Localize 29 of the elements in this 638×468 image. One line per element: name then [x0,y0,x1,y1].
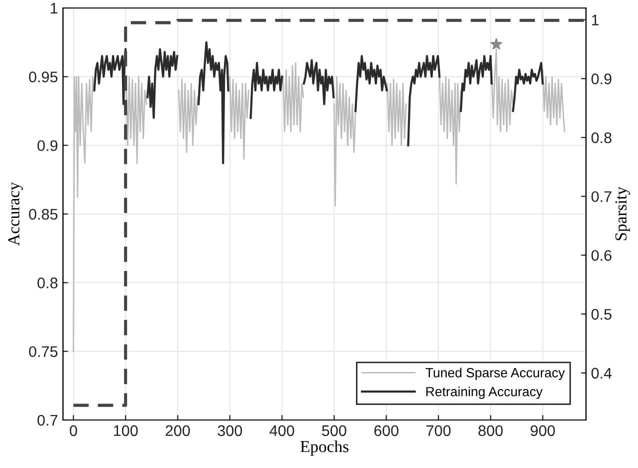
x-tick-label: 0 [70,425,78,436]
x-tick-label: 900 [530,425,555,436]
y2-tick-label: 0.6 [591,250,612,261]
y2-tick-label: 0.9 [591,73,612,84]
x-tick-label: 700 [426,425,451,436]
y-tick-label: 1 [50,3,58,14]
x-tick-label: 600 [374,425,398,436]
y2-tick-label: 0.4 [591,368,612,379]
y2-axis-title: Sparsity [615,186,630,240]
y-tick-label: 0.7 [38,414,58,426]
y-tick-label: 0.85 [29,208,58,220]
legend-label: Tuned Sparse Accuracy [426,368,565,380]
x-tick-label: 200 [166,425,190,436]
y-tick-label: 0.95 [29,72,58,82]
x-tick-label: 100 [114,425,138,436]
x-tick-label: 500 [322,425,346,436]
y2-tick-label: 0.8 [591,132,612,144]
y-tick-label: 0.75 [29,346,58,358]
x-tick-label: 300 [218,425,242,436]
y2-tick-label: 0.5 [591,308,612,320]
legend-label: Retraining Accuracy [426,386,543,399]
y-axis-title: Accuracy [8,182,23,246]
x-tick-label: 800 [478,425,503,436]
y2-tick-label: 1 [592,14,599,26]
x-tick-label: 400 [270,425,294,436]
y2-tick-label: 0.7 [591,191,612,202]
y-tick-label: 0.9 [38,140,58,152]
y-tick-label: 0.8 [38,278,58,288]
x-axis-title: Epochs [300,440,348,456]
